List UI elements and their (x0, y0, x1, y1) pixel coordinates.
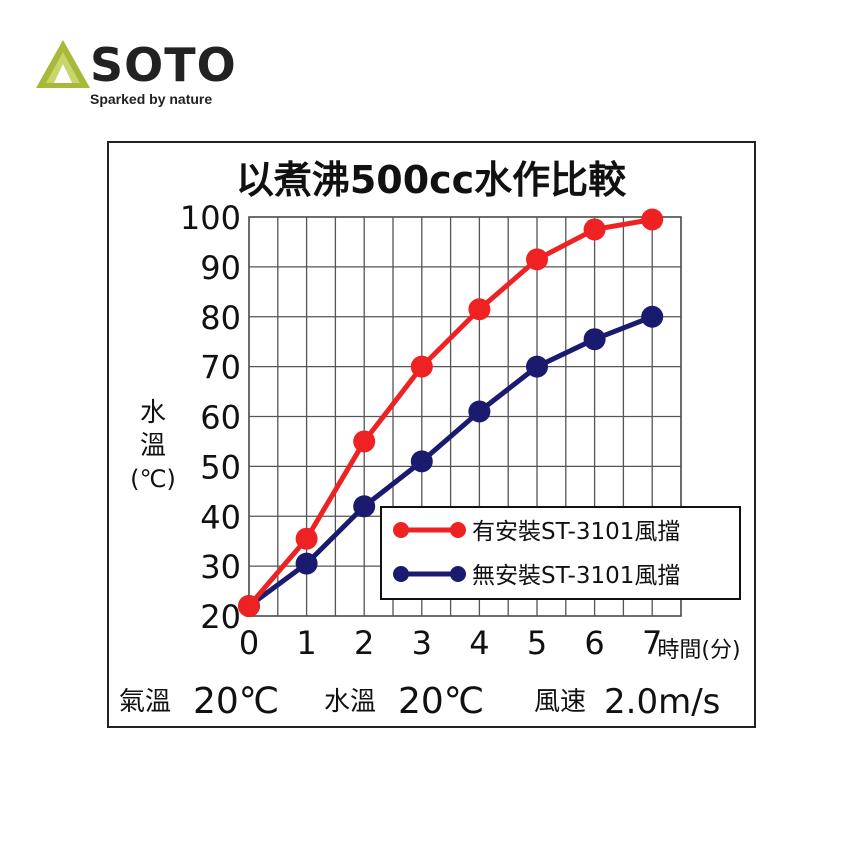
y-axis-label-line-1: 水 (140, 398, 166, 428)
series-2-point-6 (583, 328, 606, 351)
x-tick-label-4: 4 (469, 624, 489, 662)
x-tick-label-7: 7 (642, 624, 662, 662)
x-tick-label-6: 6 (584, 624, 604, 662)
series-layer (238, 208, 664, 618)
y-axis-label-line-3: (℃) (130, 465, 176, 493)
series-1-point-2 (353, 430, 376, 453)
series-1-point-1 (295, 527, 318, 550)
brand-name: SOTO (90, 38, 237, 92)
legend-marker-series-1 (393, 522, 409, 538)
y-tick-label-8: 100 (180, 199, 241, 237)
x-tick-label-1: 1 (296, 624, 316, 662)
legend-marker-series-2-end (450, 566, 466, 582)
y-tick-label-5: 70 (200, 349, 241, 387)
series-1-point-3 (410, 355, 433, 378)
y-tick-label-6: 80 (200, 299, 241, 337)
series-2-point-1 (295, 552, 318, 575)
legend-label-series-2: 無安裝ST-3101風擋 (472, 563, 680, 589)
series-2-point-5 (526, 355, 548, 378)
series-2-point-3 (410, 450, 433, 473)
y-axis-label-line-2: 溫 (140, 431, 166, 461)
x-tick-label-3: 3 (412, 624, 432, 662)
grid-layer (248, 216, 682, 617)
y-tick-label-7: 90 (200, 249, 241, 287)
x-tick-label-2: 2 (354, 624, 374, 662)
soto-logo-icon (36, 40, 90, 88)
legend-marker-series-1-end (450, 522, 466, 538)
series-1-point-4 (468, 298, 491, 321)
air-temp-value: 20℃ (193, 681, 279, 722)
series-1-point-6 (583, 218, 606, 241)
water-temp-value: 20℃ (398, 681, 484, 722)
y-tick-label-3: 50 (200, 448, 241, 486)
series-1 (238, 208, 664, 618)
series-2-point-2 (353, 495, 376, 518)
y-tick-label-2: 40 (200, 498, 241, 536)
y-axis-ticks: 20 30 40 50 60 70 80 90 100 (180, 199, 241, 636)
wind-speed-label: 風速 (534, 687, 586, 717)
legend: 有安裝ST-3101風擋 無安裝ST-3101風擋 (380, 506, 741, 600)
x-tick-label-5: 5 (527, 624, 547, 662)
legend-label-series-1: 有安裝ST-3101風擋 (472, 519, 680, 545)
legend-marker-series-2 (393, 566, 409, 582)
series-1-point-7 (641, 208, 664, 231)
y-tick-label-1: 30 (200, 548, 241, 586)
air-temp-label: 氣溫 (119, 687, 171, 717)
series-2-point-7 (641, 305, 664, 328)
brand-tagline: Sparked by nature (90, 91, 213, 107)
water-temp-label: 水溫 (324, 687, 376, 717)
wind-speed-value: 2.0m/s (604, 682, 720, 722)
series-2-point-4 (468, 400, 491, 423)
conditions-footer: 氣溫 20℃ 水溫 20℃ 風速 2.0m/s (119, 681, 720, 722)
y-tick-label-0: 20 (200, 598, 241, 636)
x-tick-label-0: 0 (239, 624, 259, 662)
y-tick-label-4: 60 (200, 399, 241, 437)
series-1-point-0 (238, 595, 260, 618)
series-1-point-5 (526, 248, 548, 271)
chart-title: 以煮沸500cc水作比較 (236, 158, 627, 202)
legend-box (380, 506, 741, 600)
x-axis-label: 時間(分) (657, 638, 740, 663)
